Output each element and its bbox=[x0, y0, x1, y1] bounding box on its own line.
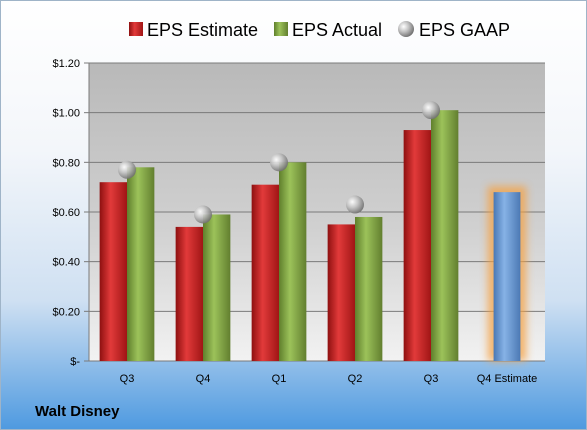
legend-item-gaap: EPS GAAP bbox=[398, 20, 510, 40]
x-axis-ticks: Q3 Q4 Q1 Q2 Q3 Q4 Estimate bbox=[120, 373, 538, 385]
bar-eps-actual bbox=[431, 110, 459, 361]
bar-eps-estimate bbox=[327, 224, 355, 361]
gridlines bbox=[89, 62, 545, 362]
legend-label-actual: EPS Actual bbox=[292, 20, 382, 40]
legend-item-actual: EPS Actual bbox=[274, 20, 382, 40]
legend-swatch-estimate bbox=[129, 22, 143, 36]
bar-eps-estimate bbox=[251, 184, 279, 361]
y-tick-label: $0.40 bbox=[52, 257, 80, 269]
legend: EPS Estimate EPS Actual EPS GAAP bbox=[129, 20, 510, 40]
company-name: Walt Disney bbox=[35, 403, 120, 420]
bar-eps-estimate bbox=[403, 130, 431, 361]
bar-eps-actual bbox=[279, 162, 307, 361]
legend-swatch-actual bbox=[274, 22, 288, 36]
point-eps-gaap bbox=[118, 160, 136, 179]
x-tick-label: Q4 Estimate bbox=[477, 373, 538, 385]
y-tick-label: $- bbox=[70, 356, 80, 368]
bar-eps-actual bbox=[355, 216, 383, 361]
point-eps-gaap bbox=[346, 195, 364, 214]
legend-item-estimate: EPS Estimate bbox=[129, 20, 258, 40]
y-tick-label: $0.80 bbox=[52, 157, 80, 169]
x-tick-label: Q3 bbox=[120, 373, 135, 385]
bar-eps-estimate bbox=[175, 226, 203, 361]
bar-eps-actual bbox=[127, 167, 155, 361]
bar-eps-forecast bbox=[493, 192, 521, 361]
legend-label-gaap: EPS GAAP bbox=[419, 20, 510, 40]
bar-eps-estimate bbox=[99, 182, 127, 361]
point-eps-gaap bbox=[270, 153, 288, 172]
legend-swatch-gaap bbox=[398, 21, 414, 37]
y-tick-label: $0.60 bbox=[52, 207, 80, 219]
y-tick-label: $0.20 bbox=[52, 306, 80, 318]
y-tick-label: $1.20 bbox=[52, 58, 80, 70]
y-tick-label: $1.00 bbox=[52, 108, 80, 120]
x-tick-label: Q3 bbox=[424, 373, 439, 385]
y-axis-ticks: $- $0.20 $0.40 $0.60 $0.80 $1.00 $1.20 bbox=[52, 58, 90, 368]
point-eps-gaap bbox=[422, 101, 440, 120]
bars bbox=[99, 101, 527, 361]
x-tick-label: Q4 bbox=[196, 373, 211, 385]
bar-eps-actual bbox=[203, 214, 231, 361]
point-eps-gaap bbox=[194, 205, 212, 224]
x-tick-label: Q1 bbox=[272, 373, 287, 385]
x-tick-label: Q2 bbox=[348, 373, 363, 385]
legend-label-estimate: EPS Estimate bbox=[147, 20, 258, 40]
